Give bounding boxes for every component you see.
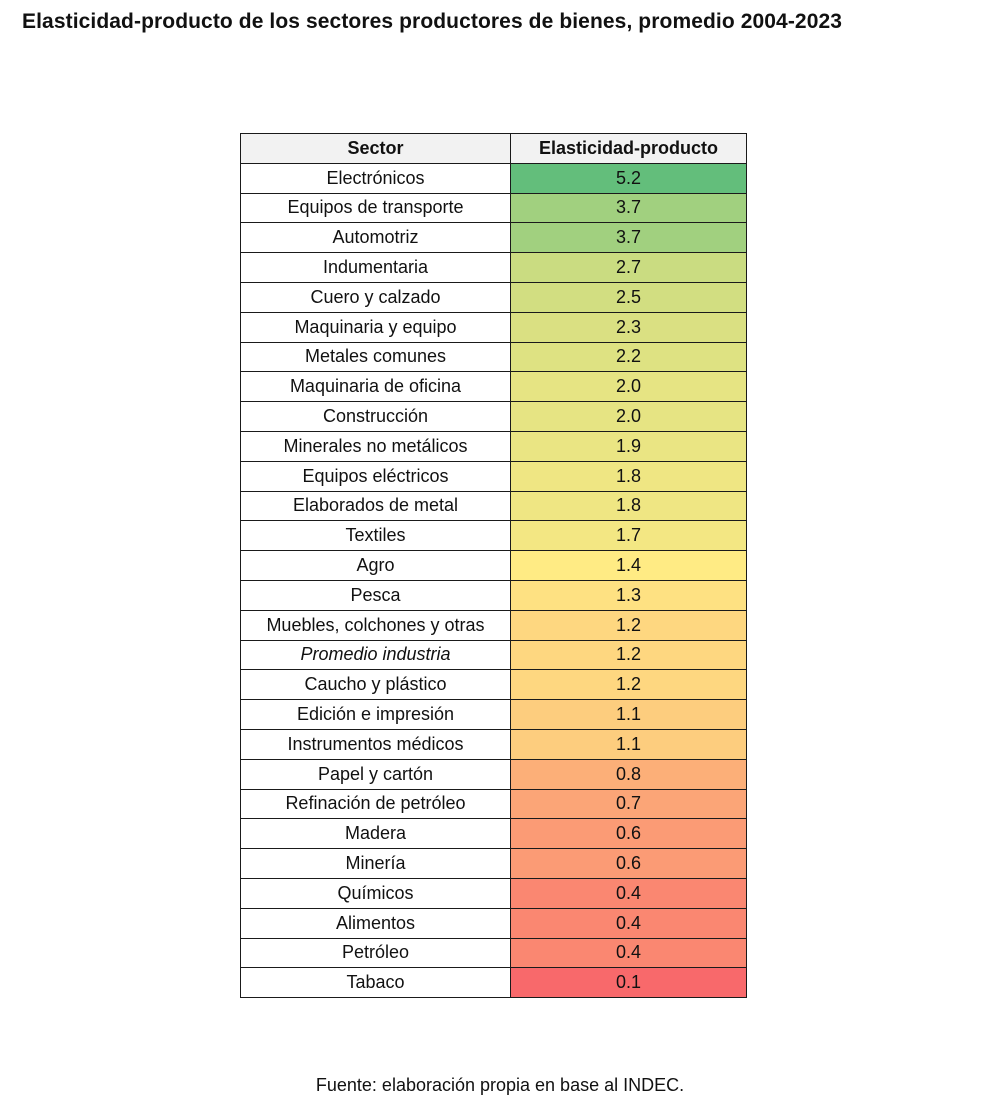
sector-cell: Pesca	[240, 579, 511, 611]
elasticity-value-cell: 0.1	[510, 967, 747, 999]
sector-cell: Tabaco	[240, 967, 511, 999]
table-row: Equipos eléctricos 1.8	[240, 460, 747, 492]
table-row: Equipos de transporte 3.7	[240, 192, 747, 224]
elasticity-value-cell: 2.0	[510, 401, 747, 432]
table-row: Maquinaria y equipo 2.3	[240, 311, 747, 343]
sector-cell: Cuero y calzado	[240, 281, 511, 313]
table-header-row: Sector Elasticidad-producto	[240, 133, 747, 164]
table-row: Petróleo 0.4	[240, 937, 747, 969]
table-row: Caucho y plástico 1.2	[240, 669, 747, 701]
sector-cell: Alimentos	[240, 907, 511, 939]
elasticity-value-cell: 3.7	[510, 222, 747, 254]
elasticity-value-cell: 1.2	[510, 609, 747, 641]
table-row: Automotriz 3.7	[240, 222, 747, 254]
elasticity-value-cell: 2.5	[510, 281, 747, 313]
table-row: Textiles 1.7	[240, 520, 747, 552]
sector-cell: Indumentaria	[240, 252, 511, 283]
table-row: Tabaco 0.1	[240, 967, 747, 999]
elasticity-value-cell: 3.7	[510, 192, 747, 224]
source-note: Fuente: elaboración propia en base al IN…	[315, 1075, 685, 1095]
elasticity-value-cell: 1.8	[510, 490, 747, 522]
sector-cell: Químicos	[240, 877, 511, 909]
table-row: Madera 0.6	[240, 818, 747, 850]
table-row: Minería 0.6	[240, 848, 747, 879]
elasticity-value-cell: 0.4	[510, 937, 747, 969]
table-row: Instrumentos médicos 1.1	[240, 728, 747, 760]
elasticity-value-cell: 1.2	[510, 669, 747, 701]
table-row: Maquinaria de oficina 2.0	[240, 371, 747, 403]
table-row: Muebles, colchones y otras 1.2	[240, 609, 747, 641]
sector-cell: Maquinaria y equipo	[240, 311, 511, 343]
sector-cell: Equipos eléctricos	[240, 460, 511, 492]
table-row: Electrónicos 5.2	[240, 162, 747, 194]
table-row: Metales comunes 2.2	[240, 341, 747, 373]
table-row: Minerales no metálicos 1.9	[240, 430, 747, 462]
sector-cell: Electrónicos	[240, 162, 511, 194]
table-row: Refinación de petróleo 0.7	[240, 788, 747, 820]
sector-cell: Equipos de transporte	[240, 192, 511, 224]
sector-cell: Promedio industria	[240, 639, 511, 671]
elasticity-value-cell: 1.8	[510, 460, 747, 492]
elasticity-value-cell: 2.0	[510, 371, 747, 403]
table-row: Promedio industria 1.2	[240, 639, 747, 671]
elasticity-value-cell: 1.1	[510, 699, 747, 730]
table-row: Alimentos 0.4	[240, 907, 747, 939]
sector-cell: Elaborados de metal	[240, 490, 511, 522]
elasticity-value-cell: 2.3	[510, 311, 747, 343]
sector-cell: Instrumentos médicos	[240, 728, 511, 760]
elasticity-value-cell: 1.4	[510, 550, 747, 581]
elasticity-value-cell: 1.9	[510, 430, 747, 462]
table-body: Electrónicos 5.2 Equipos de transporte 3.7 A…	[240, 162, 747, 999]
table-row: Químicos 0.4	[240, 877, 747, 909]
sector-cell: Minerales no metálicos	[240, 430, 511, 462]
table-row: Edición e impresión 1.1	[240, 699, 747, 730]
elasticity-value-cell: 0.7	[510, 788, 747, 820]
chart-title: Elasticidad-producto de los sectores pro…	[22, 10, 843, 33]
sector-cell: Metales comunes	[240, 341, 511, 373]
sector-cell: Madera	[240, 818, 511, 850]
sector-cell: Muebles, colchones y otras	[240, 609, 511, 641]
sector-cell: Minería	[240, 848, 511, 879]
elasticity-value-cell: 1.2	[510, 639, 747, 671]
elasticity-value-cell: 0.6	[510, 848, 747, 879]
table-row: Construcción 2.0	[240, 401, 747, 432]
sector-cell: Edición e impresión	[240, 699, 511, 730]
table-row: Elaborados de metal 1.8	[240, 490, 747, 522]
elasticity-value-cell: 2.7	[510, 252, 747, 283]
sector-cell: Papel y cartón	[240, 758, 511, 790]
table-row: Pesca 1.3	[240, 579, 747, 611]
elasticity-value-cell: 0.8	[510, 758, 747, 790]
elasticity-value-cell: 1.7	[510, 520, 747, 552]
sector-cell: Maquinaria de oficina	[240, 371, 511, 403]
sector-cell: Automotriz	[240, 222, 511, 254]
sector-cell: Construcción	[240, 401, 511, 432]
elasticity-value-cell: 5.2	[510, 162, 747, 194]
table-row: Papel y cartón 0.8	[240, 758, 747, 790]
sector-cell: Textiles	[240, 520, 511, 552]
elasticity-value-cell: 0.4	[510, 877, 747, 909]
elasticity-value-cell: 1.3	[510, 579, 747, 611]
column-header-sector: Sector	[240, 133, 511, 164]
elasticity-value-cell: 0.4	[510, 907, 747, 939]
table-row: Agro 1.4	[240, 550, 747, 581]
elasticity-value-cell: 0.6	[510, 818, 747, 850]
elasticity-value-cell: 1.1	[510, 728, 747, 760]
sector-cell: Refinación de petróleo	[240, 788, 511, 820]
elasticity-value-cell: 2.2	[510, 341, 747, 373]
table-row: Cuero y calzado 2.5	[240, 281, 747, 313]
sector-cell: Caucho y plástico	[240, 669, 511, 701]
elasticity-table: Sector Elasticidad-producto Electrónicos…	[240, 133, 747, 999]
table-row: Indumentaria 2.7	[240, 252, 747, 283]
sector-cell: Agro	[240, 550, 511, 581]
sector-cell: Petróleo	[240, 937, 511, 969]
column-header-elasticity: Elasticidad-producto	[510, 133, 747, 164]
